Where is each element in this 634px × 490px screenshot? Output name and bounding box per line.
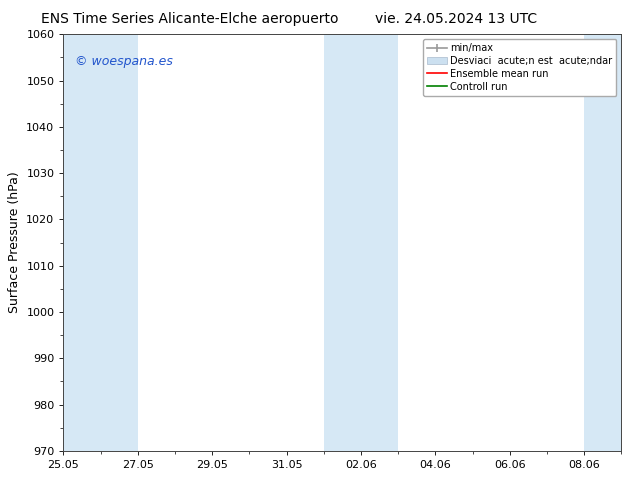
Bar	[324, 34, 398, 451]
Y-axis label: Surface Pressure (hPa): Surface Pressure (hPa)	[8, 172, 21, 314]
Text: ENS Time Series Alicante-Elche aeropuerto: ENS Time Series Alicante-Elche aeropuert…	[41, 12, 339, 26]
Text: vie. 24.05.2024 13 UTC: vie. 24.05.2024 13 UTC	[375, 12, 538, 26]
Bar	[584, 34, 621, 451]
Text: © woespana.es: © woespana.es	[75, 55, 172, 68]
Legend: min/max, Desviaci  acute;n est  acute;ndar, Ensemble mean run, Controll run: min/max, Desviaci acute;n est acute;ndar…	[424, 39, 616, 96]
Bar	[63, 34, 138, 451]
